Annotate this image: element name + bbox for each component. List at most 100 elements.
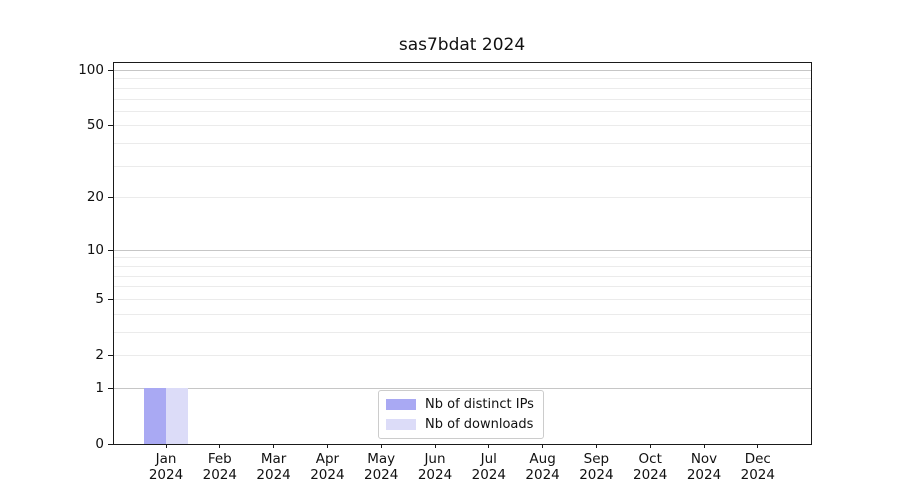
x-tick <box>757 444 759 448</box>
x-tick-month: Feb <box>207 451 232 467</box>
x-tick-year: 2024 <box>148 467 184 483</box>
gridline-major <box>113 249 811 251</box>
x-tick-month: May <box>367 451 396 467</box>
x-tick-label: Dec 2024 <box>726 451 790 483</box>
gridline-minor <box>113 197 811 199</box>
axis-spine-right <box>811 62 812 445</box>
gridline-major <box>113 387 811 389</box>
x-tick-label: Aug 2024 <box>511 451 575 483</box>
x-tick <box>488 444 490 448</box>
x-tick-month: Apr <box>315 451 340 467</box>
legend-label: Nb of distinct IPs <box>425 397 534 412</box>
gridline-minor <box>113 125 811 127</box>
y-tick-label: 2 <box>95 347 104 363</box>
gridline-minor <box>113 331 811 333</box>
y-tick-label: 1 <box>95 379 104 396</box>
y-tick <box>108 70 113 71</box>
gridline-minor <box>113 87 811 89</box>
y-tick <box>108 249 113 251</box>
x-tick-month: Jan <box>155 451 177 467</box>
y-tick-label: 10 <box>86 241 104 258</box>
y-tick-label: 20 <box>86 189 104 206</box>
x-tick <box>326 444 328 448</box>
x-tick-label: Mar 2024 <box>242 451 306 483</box>
x-tick <box>219 444 221 448</box>
gridline-minor <box>113 275 811 277</box>
x-tick-label: Apr 2024 <box>295 451 359 483</box>
chart-title: sas7bdat 2024 <box>398 35 526 55</box>
gridline-minor <box>113 110 811 112</box>
x-tick-year: 2024 <box>310 467 345 483</box>
x-tick-month: Mar <box>260 451 287 467</box>
x-tick-year: 2024 <box>471 467 506 483</box>
x-tick <box>649 444 651 448</box>
x-tick-year: 2024 <box>364 467 399 483</box>
plot-area: 0 1 2 5 10 20 50 100 Jan 2024 Feb 2024 Mar 2024 Apr 202… <box>78 62 811 483</box>
x-tick-label: Jun 2024 <box>403 451 467 483</box>
legend-item-distinct-ips: Nb of distinct IPs <box>386 396 534 413</box>
gridline-minor <box>113 257 811 259</box>
x-tick-year: 2024 <box>740 467 775 483</box>
gridline-major <box>113 70 811 71</box>
x-tick-month: Nov <box>690 451 718 467</box>
y-tick <box>108 444 113 445</box>
x-tick-month: Oct <box>638 451 662 467</box>
axis-spine-left <box>113 62 114 445</box>
x-tick-year: 2024 <box>417 467 453 483</box>
bar-distinct-ips <box>144 387 166 444</box>
legend-item-downloads: Nb of downloads <box>386 416 534 433</box>
gridline-minor <box>113 286 811 288</box>
gridline-minor <box>113 78 811 80</box>
y-tick-label: 100 <box>78 62 104 78</box>
x-tick-year: 2024 <box>579 467 614 483</box>
plot-overlay: Nb of distinct IPs Nb of downloads <box>113 62 811 444</box>
legend: Nb of distinct IPs Nb of downloads <box>378 390 544 439</box>
x-tick <box>434 444 436 448</box>
x-tick-label: Jan 2024 <box>134 451 198 483</box>
y-tick <box>108 298 113 300</box>
y-tick <box>108 197 113 199</box>
x-tick-year: 2024 <box>525 467 560 483</box>
x-tick-month: Sep <box>583 451 610 467</box>
axis-spine-top <box>113 62 812 63</box>
y-tick-label: 5 <box>95 290 104 307</box>
x-tick <box>595 444 597 448</box>
y-tick-label: 50 <box>86 117 104 134</box>
y-tick <box>108 125 113 127</box>
x-tick-label: Jul 2024 <box>457 451 521 483</box>
gridline-minor <box>113 313 811 315</box>
gridline-minor <box>113 265 811 267</box>
x-tick-month: Jul <box>480 451 497 467</box>
x-tick-year: 2024 <box>686 467 722 483</box>
gridline-minor <box>113 165 811 167</box>
x-tick-label: Sep 2024 <box>564 451 628 483</box>
x-tick-label: Feb 2024 <box>188 451 252 483</box>
bar-downloads <box>166 387 188 444</box>
x-tick <box>380 444 382 448</box>
x-tick <box>542 444 544 448</box>
legend-swatch-distinct-ips-icon <box>386 399 416 410</box>
x-tick-month: Dec <box>744 451 771 467</box>
y-tick <box>108 387 113 389</box>
x-tick-year: 2024 <box>633 467 668 483</box>
x-tick-month: Jun <box>424 451 446 467</box>
x-tick-month: Aug <box>529 451 556 467</box>
y-tick <box>108 355 113 356</box>
x-tick-label: Oct 2024 <box>618 451 682 483</box>
x-tick-year: 2024 <box>202 467 237 483</box>
gridline-minor <box>113 298 811 300</box>
x-tick <box>165 444 167 448</box>
gridline-minor <box>113 355 811 356</box>
x-tick-year: 2024 <box>256 467 291 483</box>
y-tick-label: 0 <box>95 436 104 452</box>
x-tick <box>703 444 705 448</box>
axis-spine-bottom <box>113 444 812 445</box>
x-tick-label: Nov 2024 <box>672 451 736 483</box>
x-tick-label: May 2024 <box>349 451 413 483</box>
gridline-minor <box>113 143 811 145</box>
gridline-minor <box>113 98 811 100</box>
legend-swatch-downloads-icon <box>386 419 416 430</box>
x-tick <box>273 444 275 448</box>
legend-label: Nb of downloads <box>425 417 534 432</box>
